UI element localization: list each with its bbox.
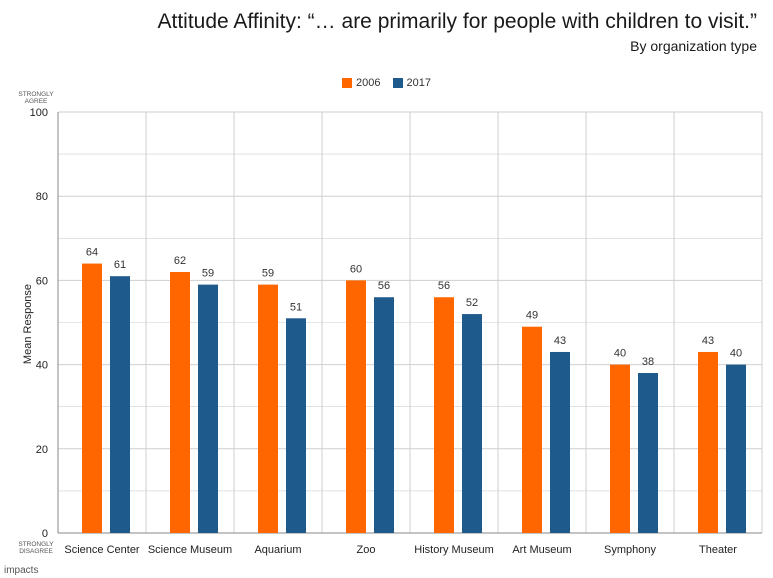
y-tick-label: 100 — [30, 107, 48, 119]
data-label: 64 — [86, 247, 98, 259]
x-tick-label: Science Center — [64, 544, 140, 556]
legend-label-2017: 2017 — [406, 77, 431, 89]
x-tick-label: Aquarium — [254, 544, 301, 556]
y-tick-label: 40 — [36, 360, 48, 372]
bar-2006 — [610, 364, 630, 533]
bar-2006 — [82, 263, 102, 533]
data-label: 43 — [554, 335, 566, 347]
x-tick-label: Zoo — [357, 544, 376, 556]
data-label: 43 — [702, 335, 714, 347]
data-label: 51 — [290, 301, 302, 313]
chart-title: Attitude Affinity: “… are primarily for … — [157, 10, 757, 33]
legend-item-2017: 2017 — [392, 77, 431, 89]
data-label: 62 — [174, 255, 186, 267]
y-tick-label: 20 — [36, 444, 48, 456]
legend-swatch-2006 — [342, 78, 353, 88]
x-tick-label: Theater — [699, 544, 737, 556]
legend: 2006 2017 — [0, 77, 773, 89]
bar-2017 — [638, 373, 658, 533]
y-tick-label: 0 — [42, 528, 48, 540]
bar-2017 — [462, 314, 482, 533]
y-tick-label: 60 — [36, 275, 48, 287]
bar-2006 — [522, 326, 542, 533]
bottom-anchor-label: STRONGLY DISAGREE — [18, 541, 54, 555]
bar-2017 — [110, 276, 130, 533]
data-label: 40 — [614, 348, 626, 360]
x-tick-label: History Museum — [414, 544, 493, 556]
data-label: 49 — [526, 310, 538, 322]
data-label: 52 — [466, 297, 478, 309]
data-label: 59 — [262, 268, 274, 280]
logo-text: impacts — [4, 565, 39, 576]
data-label: 56 — [378, 280, 390, 292]
bar-2006 — [434, 297, 454, 533]
bar-2006 — [698, 351, 718, 533]
data-label: 56 — [438, 280, 450, 292]
data-label: 61 — [114, 259, 126, 271]
bar-2017 — [550, 351, 570, 533]
x-tick-label: Symphony — [604, 544, 656, 556]
legend-label-2006: 2006 — [356, 77, 381, 89]
x-tick-label: Art Museum — [512, 544, 571, 556]
y-tick-label: 80 — [36, 191, 48, 203]
bar-2017 — [198, 284, 218, 533]
data-label: 60 — [350, 263, 362, 275]
bar-2006 — [346, 280, 366, 533]
x-tick-label: Science Museum — [148, 544, 232, 556]
legend-item-2006: 2006 — [342, 77, 381, 89]
data-label: 38 — [642, 356, 654, 368]
bar-2006 — [258, 284, 278, 533]
legend-swatch-2017 — [392, 78, 403, 88]
bar-2017 — [726, 364, 746, 533]
impacts-logo: impacts — [4, 565, 38, 576]
bar-2006 — [170, 271, 190, 533]
chart-subtitle: By organization type — [630, 38, 757, 54]
bar-2017 — [286, 318, 306, 533]
data-label: 59 — [202, 268, 214, 280]
bar-2017 — [374, 297, 394, 533]
top-anchor-label: STRONGLY AGREE — [18, 91, 54, 105]
data-label: 40 — [730, 348, 742, 360]
